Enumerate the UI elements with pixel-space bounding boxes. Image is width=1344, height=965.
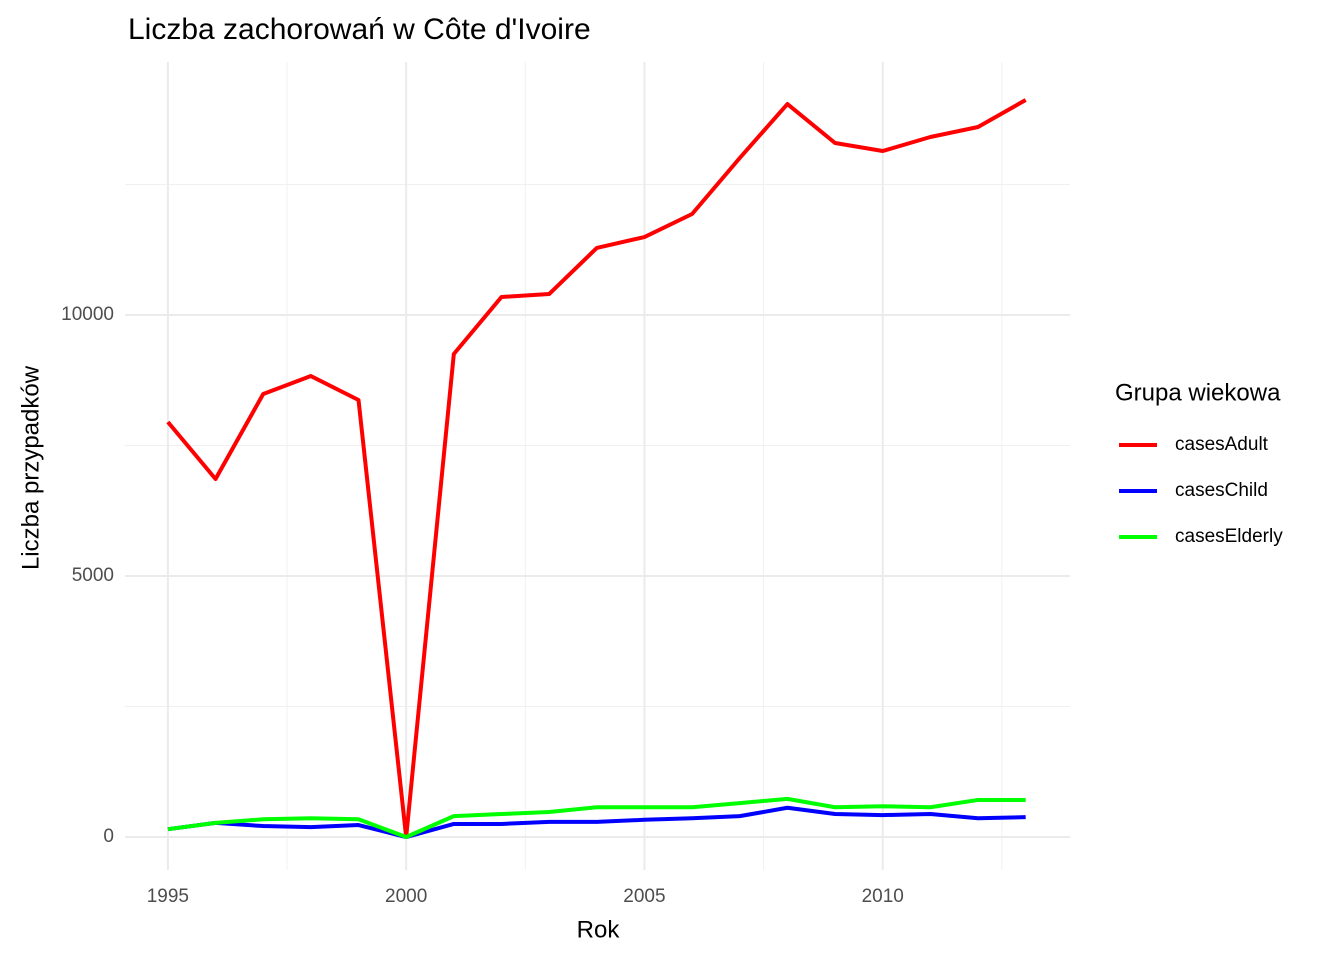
legend-label: casesChild <box>1175 480 1268 501</box>
legend-label: casesElderly <box>1175 526 1283 547</box>
x-tick-label: 2010 <box>862 886 904 907</box>
x-tick-label: 2000 <box>385 886 427 907</box>
y-axis-label: Liczba przypadków <box>17 365 44 570</box>
line <box>167 796 1026 840</box>
legend-title: Grupa wiekowa <box>1115 379 1281 406</box>
x-tick-label: 1995 <box>147 886 189 907</box>
line <box>167 805 1026 840</box>
chart-title: Liczba zachorowań w Côte d'Ivoire <box>128 13 591 46</box>
x-axis-label: Rok <box>577 916 621 943</box>
y-tick-label: 0 <box>103 826 114 847</box>
legend-label: casesAdult <box>1175 434 1269 455</box>
line <box>166 98 1027 840</box>
x-tick-label: 2005 <box>623 886 665 907</box>
y-tick-label: 5000 <box>72 565 114 586</box>
y-tick-label: 10000 <box>61 304 114 325</box>
